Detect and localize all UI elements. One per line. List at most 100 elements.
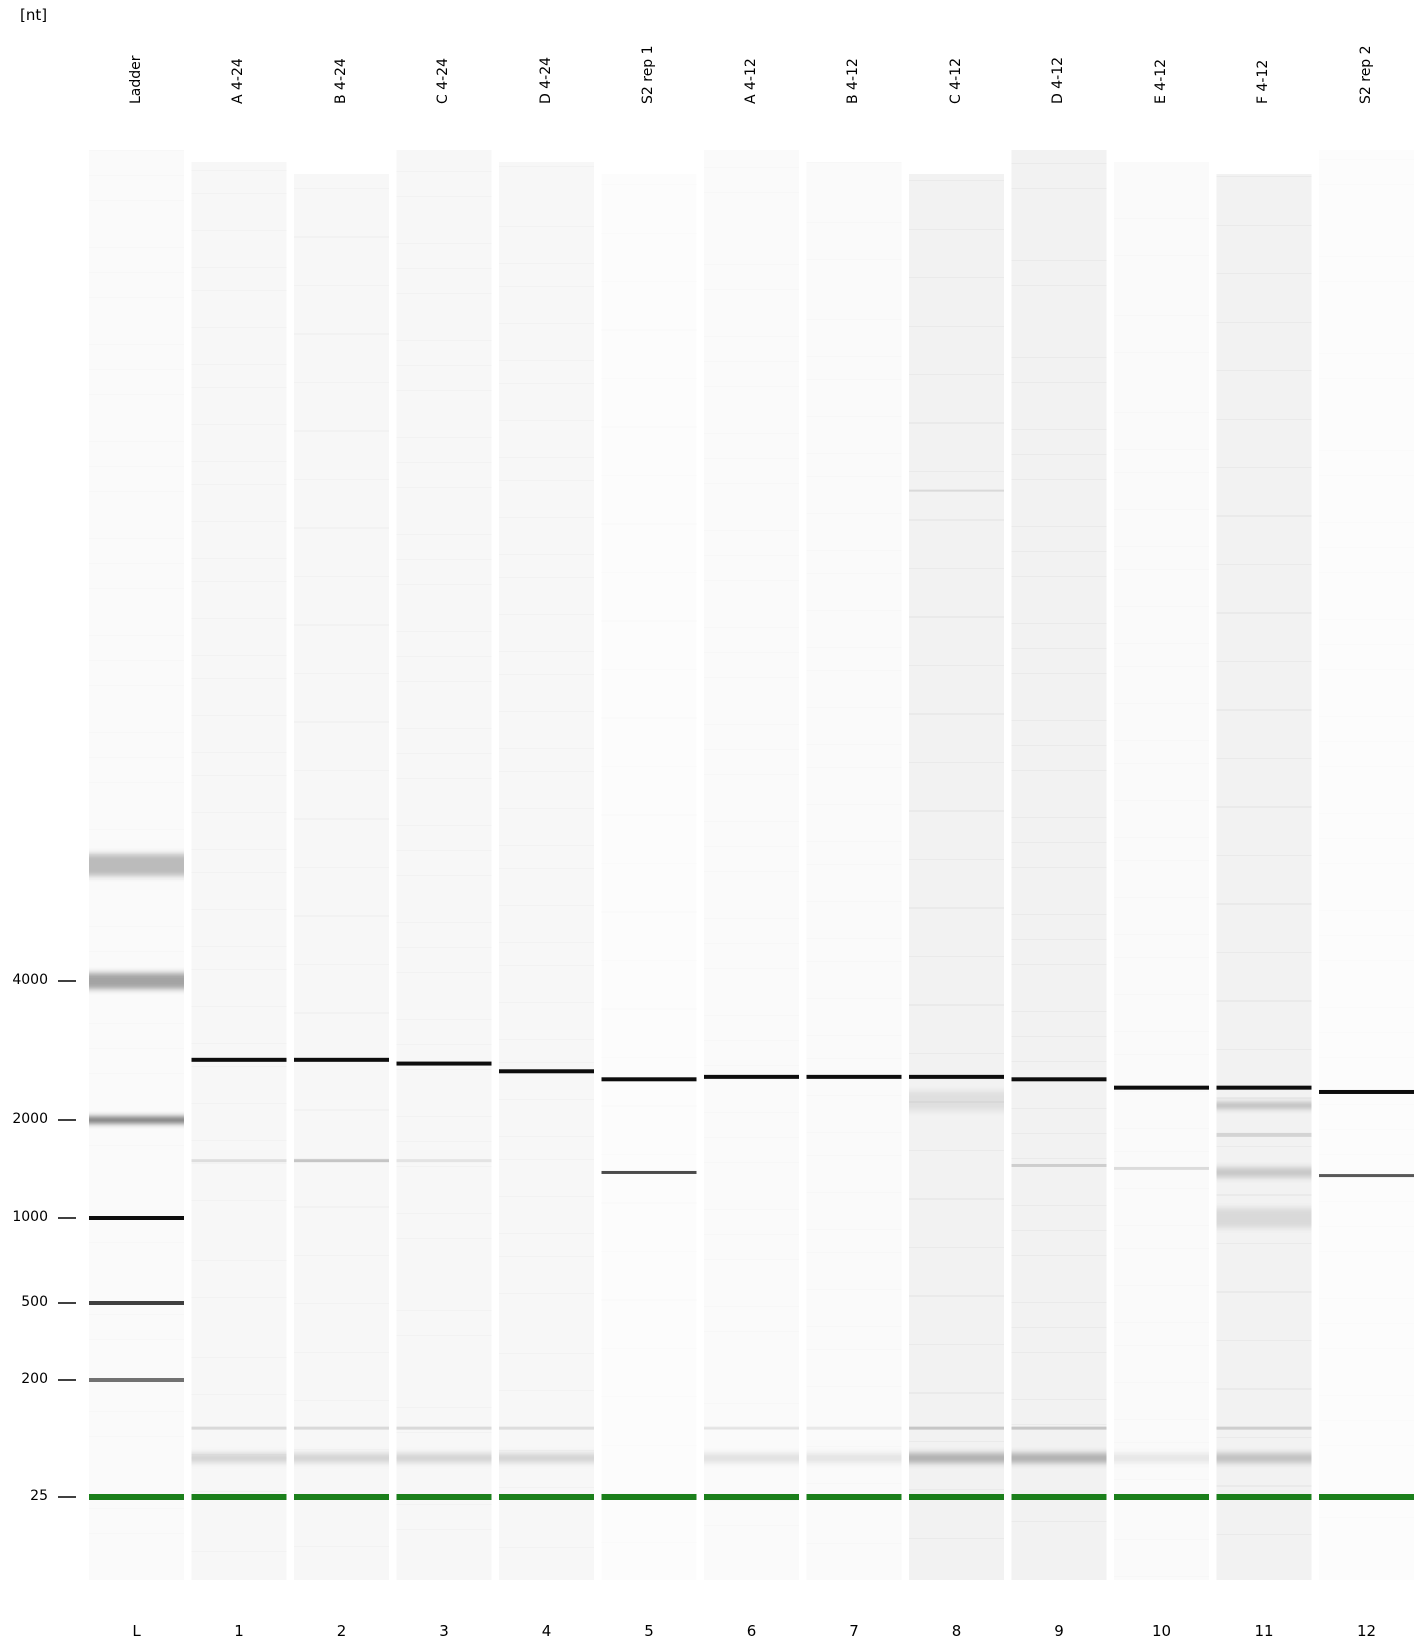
axis-tick-label: 4000 [12, 972, 48, 988]
band [1011, 1077, 1107, 1082]
lane-streak [602, 1105, 697, 1106]
lane-streak [397, 753, 492, 754]
lane-streak [704, 361, 799, 362]
lane-streak [704, 652, 799, 653]
lane-streak [294, 1013, 389, 1014]
lane-smear [397, 150, 492, 1580]
lane-streak [1319, 863, 1414, 864]
lane-streak [1114, 1225, 1209, 1226]
lane-streak [1114, 1322, 1209, 1323]
lane-streak [499, 383, 594, 384]
lane-streak [1114, 837, 1209, 838]
lane-streak [1012, 648, 1107, 649]
lane-streak [1114, 643, 1209, 644]
lane-streak [192, 678, 287, 679]
lane-streak [807, 647, 902, 648]
lane-streak [1319, 960, 1414, 961]
band [396, 1453, 492, 1463]
lane-streak [1012, 1399, 1107, 1400]
lane-streak [192, 1043, 287, 1044]
lane-streak [1217, 806, 1312, 807]
lane-streak [1114, 315, 1209, 316]
lane-streak [909, 423, 1004, 424]
lane-streak [499, 226, 594, 227]
lane-streak [602, 863, 697, 864]
lane-streak [192, 618, 287, 619]
lane-streak [499, 263, 594, 264]
lane-streak [397, 1069, 492, 1070]
band [89, 1301, 184, 1305]
lane-streak [294, 915, 389, 916]
lane-streak [1114, 472, 1209, 473]
lane-streak [192, 521, 287, 522]
lane-streak [192, 909, 287, 910]
lane-streak [89, 247, 184, 248]
marker-band [909, 1494, 1004, 1500]
marker-band [89, 1494, 184, 1500]
band [909, 489, 1004, 492]
lane-streak [704, 1209, 799, 1210]
lane-streak [704, 264, 799, 265]
band [294, 1426, 389, 1430]
lane-streak [1114, 763, 1209, 764]
lane-streak [499, 577, 594, 578]
lane-streak [1217, 1146, 1312, 1147]
band [806, 1074, 902, 1079]
lane-smear [294, 174, 389, 1580]
lane-streak [397, 437, 492, 438]
lane-streak [192, 267, 287, 268]
lane-streak [1114, 703, 1209, 704]
lane-streak [807, 513, 902, 514]
lane-streak [294, 818, 389, 819]
lane-streak [192, 170, 287, 171]
band [294, 1057, 389, 1062]
lane-streak [1217, 273, 1312, 274]
lane-streak [294, 673, 389, 674]
lane-streak [294, 1206, 389, 1207]
lane-streak [499, 965, 594, 966]
lane-streak [294, 1110, 389, 1111]
lane-6 [704, 264, 799, 1500]
lane-name: A 4-24 [230, 58, 246, 104]
lane-streak [909, 811, 1004, 812]
band [1216, 1132, 1312, 1137]
lane-streak [1012, 382, 1107, 383]
lane-number: 4 [541, 1622, 552, 1640]
marker-band [1319, 1494, 1414, 1500]
lane-streak [499, 674, 594, 675]
lane-streak [704, 1065, 799, 1066]
lane-streak [602, 524, 697, 525]
lane-streak [294, 430, 389, 431]
lane-streak [89, 1533, 184, 1534]
lane-streak [1012, 939, 1107, 940]
lane-streak [909, 180, 1004, 181]
lane-streak [807, 1386, 902, 1387]
lane-streak [807, 1095, 902, 1096]
lane-streak [704, 871, 799, 872]
lane-streak [294, 1546, 389, 1547]
lane-streak [397, 462, 492, 463]
lane-streak [602, 184, 697, 185]
lane-streak [192, 558, 287, 559]
lane-name: C 4-24 [435, 58, 451, 104]
lane-streak [294, 236, 389, 237]
lane-streak [397, 1141, 492, 1142]
lane-streak [1012, 479, 1107, 480]
band [601, 1077, 697, 1082]
lane-streak [704, 1403, 799, 1404]
lane-name: F 4-12 [1255, 59, 1271, 104]
lane-streak [1012, 1133, 1107, 1134]
lane-streak [1012, 914, 1107, 915]
lane-streak [1319, 547, 1414, 548]
lane-streak [89, 200, 184, 201]
lane-streak [499, 480, 594, 481]
lane-streak [1114, 860, 1209, 861]
lane-streak [1319, 619, 1414, 620]
lane-streak [807, 222, 902, 223]
lane-streak [499, 420, 594, 421]
lane-streak [1012, 1061, 1107, 1062]
lane-streak [1319, 1201, 1414, 1202]
lane-streak [1114, 1031, 1209, 1032]
lane-streak [1114, 1091, 1209, 1092]
lane-streak [602, 427, 697, 428]
